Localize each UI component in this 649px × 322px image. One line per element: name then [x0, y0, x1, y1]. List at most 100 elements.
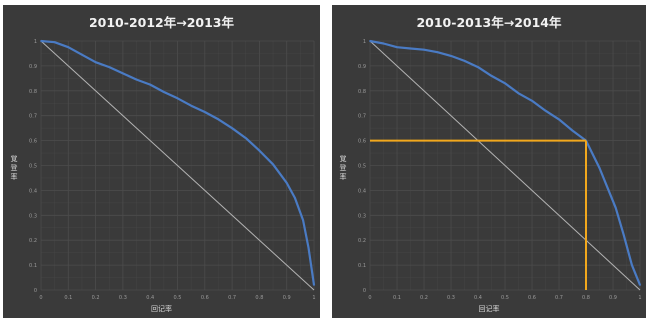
- y-tick-label: 0.3: [29, 213, 37, 219]
- curve-point: [244, 137, 247, 140]
- curve-point: [558, 118, 560, 121]
- curve-point: [203, 111, 206, 113]
- x-tick-label: 0.9: [283, 295, 291, 301]
- curve-point: [53, 41, 56, 44]
- x-tick-label: 0.7: [555, 295, 563, 301]
- x-tick-label: 0.4: [146, 295, 154, 301]
- y-tick-label: 0.8: [29, 89, 37, 95]
- y-tick-label: 0.2: [29, 238, 37, 244]
- curve-point: [285, 182, 288, 184]
- curve-point: [606, 187, 609, 189]
- curve-point: [307, 246, 310, 249]
- curve-point: [639, 284, 641, 286]
- x-tick-label: 0.5: [501, 295, 509, 301]
- curve-point: [531, 99, 533, 102]
- y-tick-label: 0: [363, 288, 366, 294]
- x-axis-label-left: 回记率: [151, 305, 172, 313]
- curve-point: [258, 149, 261, 152]
- curve-point: [217, 118, 220, 121]
- y-tick-label: 0.4: [358, 188, 366, 194]
- curve-point: [598, 167, 601, 169]
- x-tick-label: 0.9: [609, 295, 617, 301]
- x-tick-label: 0.6: [201, 295, 209, 301]
- diagonal-line: [40, 40, 315, 291]
- chart-title-left: 2010-2012年→2013年: [88, 15, 235, 30]
- x-tick-label: 0.8: [255, 295, 263, 301]
- y-tick-label: 0: [34, 288, 37, 294]
- y-tick-label: 0.2: [358, 238, 366, 244]
- x-tick-label: 0: [368, 295, 371, 301]
- x-tick-label: 0.3: [119, 295, 127, 301]
- curve-point: [176, 97, 179, 100]
- curve-point: [149, 83, 152, 86]
- curve-point: [436, 51, 439, 54]
- y-tick-label: 0.6: [358, 139, 366, 145]
- x-tick-label: 0.6: [528, 295, 536, 301]
- curve-point: [463, 60, 466, 62]
- x-tick-label: 0.2: [92, 295, 100, 301]
- curve-point: [293, 196, 296, 199]
- curve-point: [108, 66, 111, 69]
- curve-point: [94, 61, 97, 64]
- curve-point: [231, 127, 234, 130]
- y-tick-label: 0.5: [358, 164, 366, 170]
- diagonal-line: [369, 40, 641, 291]
- curve-point: [490, 74, 493, 77]
- y-tick-label: 0.8: [358, 89, 366, 95]
- y-tick-label: 0.5: [29, 164, 37, 170]
- y-tick-label: 0.9: [29, 64, 37, 70]
- curve-point: [622, 234, 625, 237]
- curve-point: [423, 48, 425, 51]
- chart-title-right: 2010-2013年→2014年: [416, 15, 562, 30]
- curve-point: [614, 206, 617, 209]
- y-axis-label-left: 覚登率: [10, 155, 18, 181]
- curve-point: [122, 72, 124, 75]
- curve-point: [571, 129, 574, 132]
- curve-point: [135, 78, 138, 81]
- curve-point: [313, 284, 315, 286]
- x-tick-label: 0.4: [474, 295, 482, 301]
- chart-panel-right: 0 0.1 0.2 0.3 0.4 0.5 0.6 0.7 0.8 0.9 1 0 0.1 0.2 0.3 0…: [332, 5, 646, 318]
- curve-point: [162, 91, 165, 93]
- x-tick-label: 0.2: [420, 295, 428, 301]
- x-tick-label: 0.1: [64, 295, 72, 301]
- x-tick-label: 0.3: [447, 295, 455, 301]
- y-tick-label: 1: [363, 39, 366, 45]
- x-tick-label: 0.8: [582, 295, 590, 301]
- curve-point: [369, 40, 371, 42]
- curve-point: [450, 55, 452, 57]
- curve-point: [382, 42, 385, 45]
- curve-point: [40, 40, 42, 42]
- y-tick-label: 0.7: [358, 114, 366, 120]
- y-tick-label: 0.6: [29, 139, 37, 145]
- chart-svg-left: 0 0.1 0.2 0.3 0.4 0.5 0.6 0.7 0.8 0.9 1 0 0.1 0.2 0.3 0…: [29, 39, 316, 301]
- curve-point: [631, 264, 633, 266]
- curve-point: [477, 66, 479, 69]
- curve-point: [67, 46, 70, 49]
- curve-point: [517, 92, 520, 95]
- curve-point: [409, 47, 412, 50]
- curve-point: [544, 109, 547, 112]
- y-tick-label: 0.1: [358, 263, 366, 269]
- x-tick-label: 1: [638, 295, 641, 301]
- x-axis-label-right: 回记率: [478, 305, 500, 313]
- x-tick-label: 0.5: [174, 295, 182, 301]
- x-tick-label: 1: [312, 295, 315, 301]
- x-tick-label: 0.1: [393, 295, 401, 301]
- y-axis-label-right: 覚登率: [339, 155, 347, 181]
- curve-point: [504, 82, 506, 85]
- curve-point: [81, 53, 83, 56]
- chart-panel-left: 0 0.1 0.2 0.3 0.4 0.5 0.6 0.7 0.8 0.9 1 0 0.1 0.2 0.3 0…: [3, 5, 320, 318]
- chart-svg-right: 0 0.1 0.2 0.3 0.4 0.5 0.6 0.7 0.8 0.9 1 0 0.1 0.2 0.3 0…: [358, 39, 642, 301]
- y-tick-label: 0.4: [29, 188, 37, 194]
- curve-point: [272, 163, 274, 166]
- y-tick-label: 0.3: [358, 213, 366, 219]
- y-tick-label: 1: [34, 39, 37, 45]
- y-tick-label: 0.1: [29, 263, 37, 269]
- curve-point: [396, 46, 398, 49]
- y-tick-label: 0.9: [358, 64, 366, 70]
- x-tick-label: 0.7: [228, 295, 236, 301]
- curve-point: [302, 219, 304, 222]
- curve-point: [190, 104, 193, 107]
- y-tick-label: 0.7: [29, 114, 37, 120]
